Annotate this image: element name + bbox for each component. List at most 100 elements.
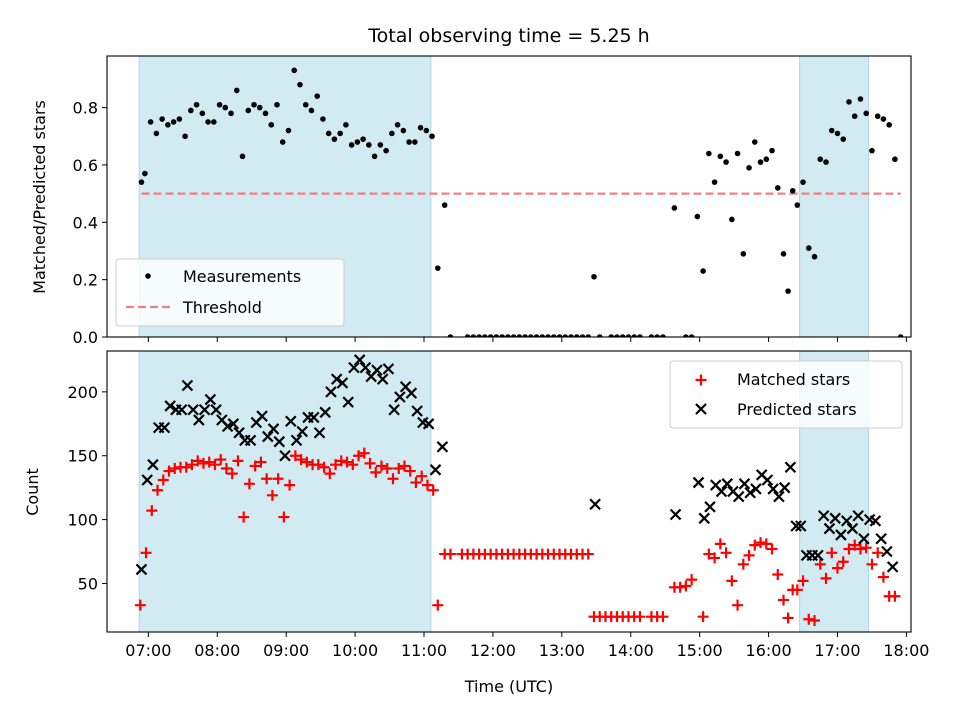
data-point	[591, 273, 597, 280]
data-point	[135, 563, 148, 576]
data-point	[654, 334, 660, 337]
data-point	[869, 515, 882, 527]
data-point	[285, 127, 292, 134]
data-point	[381, 463, 393, 475]
data-point	[289, 450, 301, 462]
data-point	[823, 522, 836, 535]
data-point	[239, 153, 246, 160]
y-tick-label: 0.4	[73, 213, 98, 232]
data-point	[863, 110, 870, 117]
data-point	[279, 449, 291, 462]
data-point	[817, 156, 824, 163]
top-panel: 0.0 0.2 0.4 0.6 0.8 Measurements Threshold	[73, 55, 912, 347]
data-point	[140, 547, 152, 559]
data-point	[134, 599, 146, 611]
data-point	[221, 420, 234, 433]
data-point	[412, 139, 418, 145]
data-point	[319, 406, 332, 419]
data-point	[331, 136, 338, 142]
data-point	[714, 538, 726, 550]
data-point	[182, 133, 188, 140]
data-point	[721, 478, 734, 490]
x-tick-label: 16:00	[746, 641, 792, 660]
data-point	[180, 461, 192, 473]
data-point	[589, 498, 601, 511]
data-point	[267, 423, 280, 435]
data-point	[370, 466, 382, 478]
data-point	[766, 543, 778, 555]
data-point	[406, 139, 412, 145]
x-tick-label: 14:00	[608, 641, 654, 660]
data-point	[376, 373, 389, 385]
data-point	[324, 468, 336, 480]
data-point	[828, 127, 835, 134]
data-point	[376, 460, 388, 472]
data-point	[398, 460, 410, 472]
data-point	[579, 334, 586, 337]
legend-label-matched: Matched stars	[737, 370, 850, 389]
legend-marker-measurements	[145, 273, 151, 279]
legend: Matched stars Predicted stars	[669, 360, 903, 429]
data-point	[797, 575, 809, 587]
data-point	[197, 457, 209, 469]
data-point	[740, 251, 747, 257]
data-point	[660, 334, 666, 337]
data-point	[330, 373, 343, 385]
legend-label-threshold: Threshold	[182, 298, 262, 317]
data-point	[568, 334, 574, 337]
data-point	[157, 474, 169, 486]
data-point	[274, 101, 280, 108]
data-point	[314, 93, 320, 99]
data-point	[336, 377, 349, 389]
data-point	[858, 532, 870, 545]
data-point	[423, 127, 430, 134]
data-point	[715, 485, 728, 498]
x-tick-label: 09:00	[263, 641, 309, 660]
data-point	[308, 107, 315, 114]
data-point	[683, 334, 689, 337]
data-point	[688, 334, 695, 337]
data-point	[533, 334, 540, 337]
data-point	[273, 435, 286, 448]
data-point	[831, 562, 843, 574]
data-point	[729, 216, 735, 223]
data-point	[886, 561, 899, 573]
data-point	[880, 116, 887, 122]
data-point	[238, 511, 250, 523]
data-point	[360, 136, 366, 142]
data-point	[198, 403, 211, 416]
data-point	[773, 490, 785, 503]
legend-box	[669, 360, 903, 429]
data-point	[897, 334, 904, 337]
data-point	[877, 571, 889, 583]
data-point	[226, 468, 238, 480]
data-point	[291, 67, 298, 74]
data-point	[680, 580, 692, 592]
chart-title: Total observing time = 5.25 h	[367, 25, 649, 47]
data-point	[886, 122, 892, 128]
data-point	[147, 119, 154, 125]
data-point	[892, 156, 898, 163]
data-point	[717, 153, 724, 160]
y-tick-label: 0.0	[73, 328, 98, 347]
data-point	[528, 334, 534, 337]
data-point	[152, 484, 164, 496]
data-point	[726, 575, 738, 587]
data-point	[216, 101, 223, 108]
data-point	[187, 403, 199, 416]
data-point	[320, 116, 326, 122]
data-point	[849, 539, 861, 551]
data-point	[343, 122, 349, 128]
data-point	[342, 396, 354, 408]
data-point	[165, 122, 171, 128]
data-point	[211, 119, 217, 125]
data-point	[625, 334, 632, 337]
data-point	[757, 159, 764, 165]
data-point	[417, 124, 424, 131]
data-point	[220, 463, 232, 475]
data-point	[470, 334, 477, 337]
data-point	[803, 613, 815, 625]
data-point	[854, 543, 866, 555]
data-point	[778, 594, 790, 606]
